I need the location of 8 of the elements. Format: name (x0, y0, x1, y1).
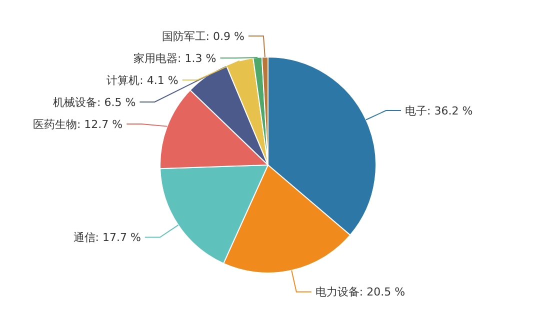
slice-label: 机械设备: 6.5 % (53, 96, 136, 109)
slice-label: 电力设备: 20.5 % (315, 286, 406, 299)
slice-label: 计算机: 4.1 % (106, 74, 178, 87)
slice-label: 家用电器: 1.3 % (134, 52, 216, 65)
slice-label: 医药生物: 12.7 % (32, 118, 123, 131)
slice-label: 通信: 17.7 % (73, 231, 141, 244)
slice-label: 国防军工: 0.9 % (162, 30, 244, 43)
slice-label: 电子: 36.2 % (405, 104, 473, 118)
